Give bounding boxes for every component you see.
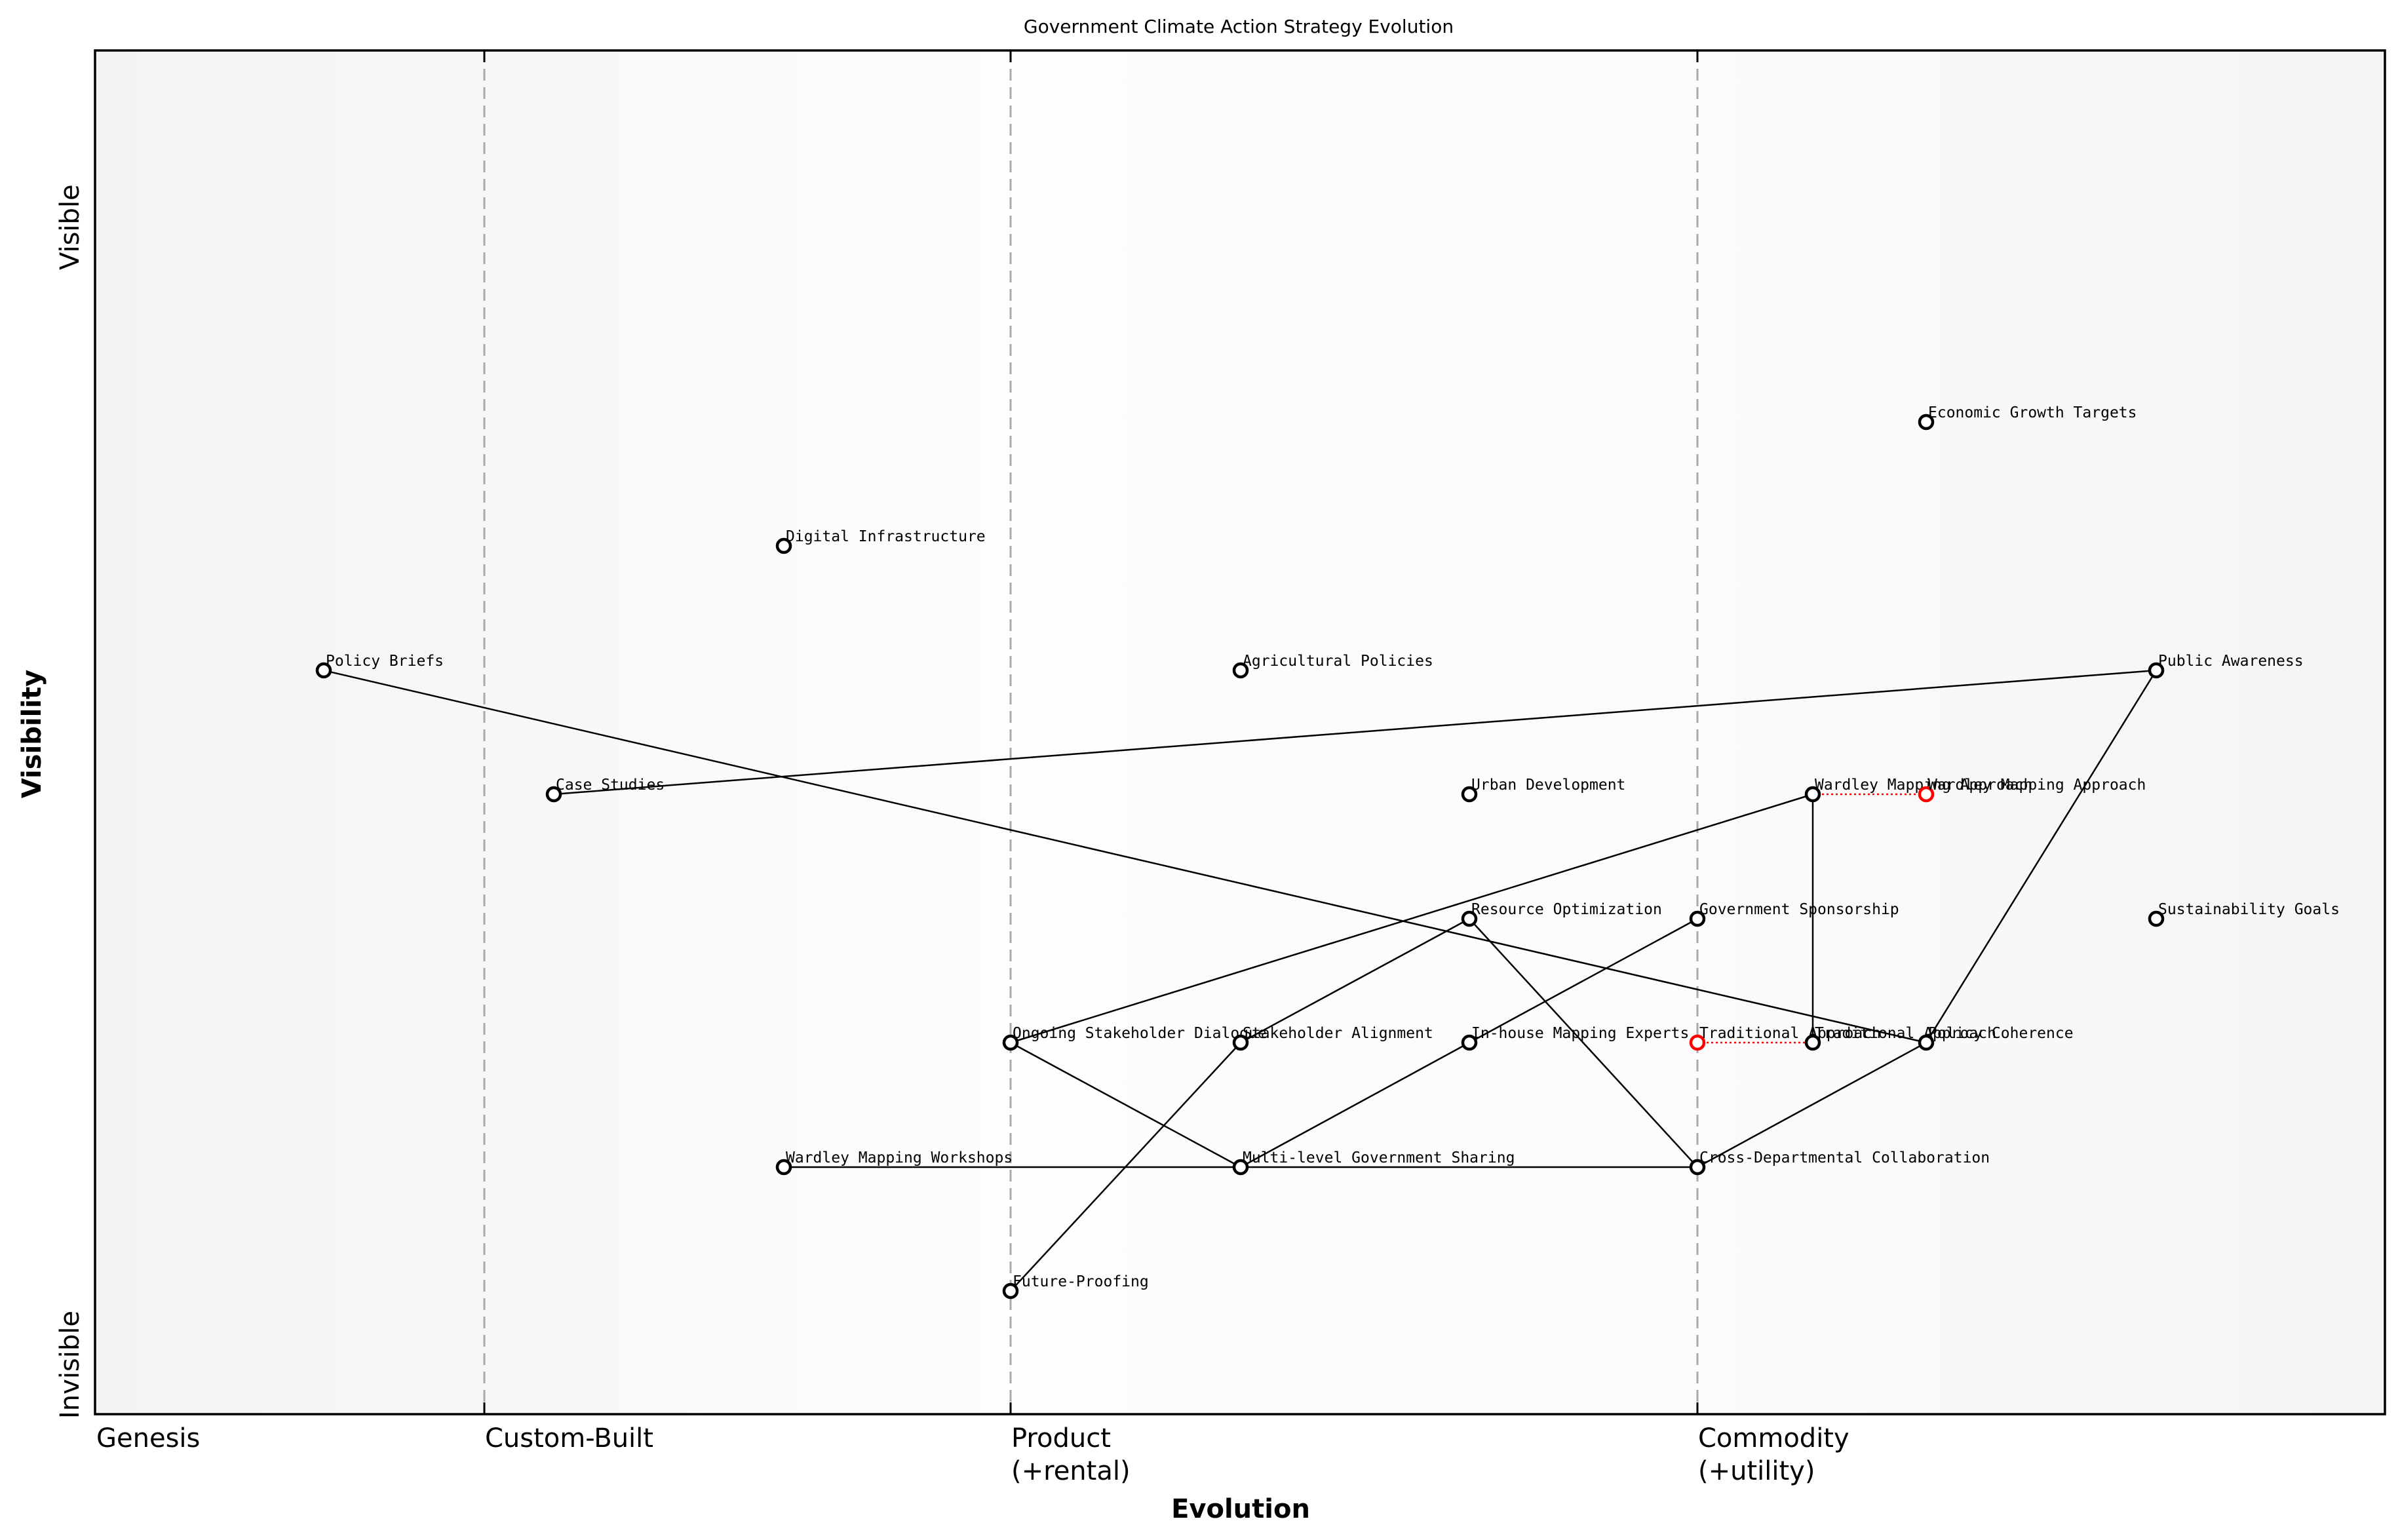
edge-multilevel-inhouse — [1240, 1041, 1470, 1168]
svg-text:Traditional Approach: Traditional Approach — [1815, 1025, 1996, 1042]
chart-title: Government Climate Action Strategy Evolu… — [1024, 16, 1454, 37]
svg-text:In-house Mapping Experts: In-house Mapping Experts — [1471, 1025, 1689, 1042]
y-label-invisible: Invisible — [55, 1311, 85, 1419]
svg-text:Sustainability Goals: Sustainability Goals — [2158, 901, 2340, 918]
x-axis-title: Evolution — [1171, 1494, 1310, 1524]
nodes: Economic Growth Targets Digital Infrastr… — [315, 404, 2340, 1299]
stage-dividers — [483, 50, 1699, 1414]
node-digital-infrastructure[interactable]: Digital Infrastructure — [775, 528, 986, 554]
node-resource-optimization[interactable]: Resource Optimization — [1461, 901, 1662, 927]
node-multi-level-government-sharing[interactable]: Multi-level Government Sharing — [1232, 1149, 1515, 1176]
svg-text:Cross-Departmental Collaborati: Cross-Departmental Collaboration — [1699, 1149, 1990, 1166]
stage-label-custom-built: Custom-Built — [485, 1423, 653, 1453]
stage-label-commodity-utility: (+utility) — [1698, 1456, 1815, 1486]
node-sustainability-goals[interactable]: Sustainability Goals — [2148, 901, 2340, 927]
stage-label-genesis: Genesis — [96, 1423, 200, 1453]
svg-text:Ongoing Stakeholder Dialogue: Ongoing Stakeholder Dialogue — [1013, 1025, 1267, 1042]
svg-text:Digital Infrastructure: Digital Infrastructure — [786, 528, 986, 545]
edge-cases-public — [553, 669, 2157, 796]
node-government-sponsorship[interactable]: Government Sponsorship — [1689, 901, 1899, 927]
edge-wma-ongoing — [1010, 793, 1813, 1044]
svg-text:Policy Coherence: Policy Coherence — [1928, 1025, 2074, 1042]
node-economic-growth-targets[interactable]: Economic Growth Targets — [1918, 404, 2137, 431]
svg-text:Policy Briefs: Policy Briefs — [326, 653, 444, 670]
svg-text:Traditional Approach: Traditional Approach — [1699, 1025, 1881, 1042]
svg-text:Wardley Mapping Workshops: Wardley Mapping Workshops — [786, 1149, 1013, 1166]
svg-text:Wardley Mapping Approach: Wardley Mapping Approach — [1928, 777, 2146, 794]
y-axis-title: Visibility — [17, 670, 47, 798]
node-future-proofing[interactable]: Future-Proofing — [1002, 1273, 1149, 1299]
svg-text:Urban Development: Urban Development — [1471, 777, 1625, 794]
stage-label-product-rental: (+rental) — [1011, 1456, 1131, 1486]
edge-align-resource — [1240, 917, 1470, 1044]
edge-coherence-crossdept — [1697, 1041, 1927, 1168]
svg-text:Public Awareness: Public Awareness — [2158, 653, 2304, 670]
stage-label-product: Product — [1011, 1423, 1111, 1453]
edge-future-align — [1010, 1042, 1241, 1292]
edge-public-coherence — [1925, 670, 2158, 1043]
y-label-visible: Visible — [55, 184, 85, 270]
node-traditional-approach-evolved[interactable]: Traditional Approach — [1689, 1025, 1881, 1051]
svg-text:Future-Proofing: Future-Proofing — [1013, 1273, 1149, 1290]
edge-ongoing-multilevel — [1010, 1041, 1241, 1168]
node-public-awareness[interactable]: Public Awareness — [2148, 653, 2304, 679]
svg-text:Economic Growth Targets: Economic Growth Targets — [1928, 404, 2137, 421]
node-wardley-mapping-workshops[interactable]: Wardley Mapping Workshops — [775, 1149, 1013, 1176]
node-traditional-approach[interactable]: Traditional Approach — [1804, 1025, 1996, 1051]
svg-text:Agricultural Policies: Agricultural Policies — [1243, 653, 1433, 670]
node-ongoing-stakeholder-dialogue[interactable]: Ongoing Stakeholder Dialogue — [1002, 1025, 1267, 1051]
node-wardley-mapping-approach-evolved[interactable]: Wardley Mapping Approach — [1918, 777, 2146, 803]
edge-resource-crossdept — [1469, 918, 1698, 1168]
svg-text:Stakeholder Alignment: Stakeholder Alignment — [1243, 1025, 1433, 1042]
node-policy-briefs[interactable]: Policy Briefs — [315, 653, 444, 679]
svg-text:Resource Optimization: Resource Optimization — [1471, 901, 1662, 918]
node-agricultural-policies[interactable]: Agricultural Policies — [1232, 653, 1433, 679]
svg-text:Government Sponsorship: Government Sponsorship — [1699, 901, 1899, 918]
stage-label-commodity: Commodity — [1698, 1423, 1849, 1453]
edge-inhouse-gov — [1469, 917, 1698, 1044]
node-case-studies[interactable]: Case Studies — [545, 777, 665, 803]
node-policy-coherence[interactable]: Policy Coherence — [1918, 1025, 2074, 1051]
edge-briefs-coherence — [323, 669, 1927, 1044]
node-urban-development[interactable]: Urban Development — [1461, 777, 1625, 803]
axes-frame — [94, 49, 2386, 1415]
svg-text:Case Studies: Case Studies — [556, 777, 665, 794]
svg-text:Multi-level Government Sharing: Multi-level Government Sharing — [1243, 1149, 1515, 1166]
evolution-links — [1697, 793, 1926, 1044]
node-in-house-mapping-experts[interactable]: In-house Mapping Experts — [1461, 1025, 1689, 1051]
node-cross-departmental-collaboration[interactable]: Cross-Departmental Collaboration — [1689, 1149, 1990, 1176]
node-stakeholder-alignment[interactable]: Stakeholder Alignment — [1232, 1025, 1433, 1051]
x-ticks — [483, 50, 1699, 1414]
plot-area — [95, 50, 2385, 1414]
